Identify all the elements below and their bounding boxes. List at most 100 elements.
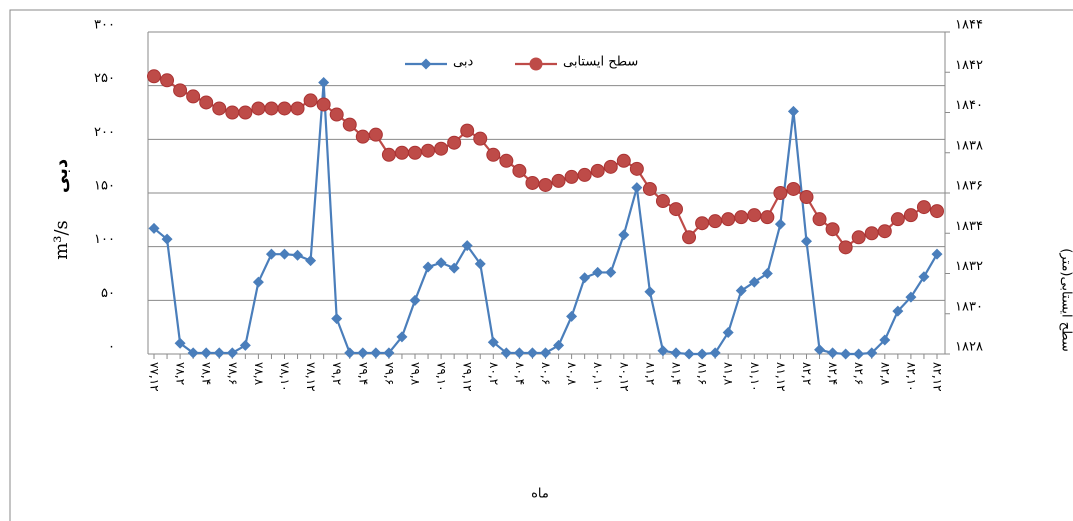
y2-tick-label: ۱۸۴۲ <box>955 58 983 73</box>
x-tick-label: ۸۲,۱۰ <box>904 362 918 392</box>
x-tick-label: ۸۰,۱۰ <box>591 362 605 392</box>
x-tick-label: ۸۰,۸ <box>565 362 579 386</box>
point <box>525 175 540 190</box>
point <box>264 101 279 116</box>
point <box>448 262 460 274</box>
x-tick-label: ۸۲,۲ <box>800 362 814 385</box>
x-tick-label: ۸۱,۴ <box>670 362 684 385</box>
y2-tick-label: ۱۸۴۰ <box>955 98 983 113</box>
point <box>774 218 786 230</box>
point <box>199 95 214 110</box>
point <box>370 347 382 359</box>
y2-tick-label: ۱۸۳۲ <box>955 259 983 274</box>
point <box>318 76 330 88</box>
x-tick-label: ۷۹,۲ <box>330 362 344 385</box>
point <box>160 73 175 88</box>
x-tick-label: ۸۰,۱۲ <box>617 362 631 392</box>
point <box>305 255 317 267</box>
point <box>616 153 631 168</box>
point <box>409 294 421 306</box>
y2-tick-label: ۱۸۳۶ <box>955 179 983 194</box>
point <box>930 204 944 219</box>
point <box>252 276 264 288</box>
x-tick-label: ۸۱,۶ <box>696 362 710 385</box>
point <box>212 101 227 116</box>
point <box>629 161 644 176</box>
point <box>434 141 449 156</box>
point <box>265 248 277 260</box>
point <box>213 347 225 359</box>
x-tick-label: ۸۱,۱۰ <box>748 362 762 392</box>
y-axis-unit: m³/s <box>51 220 72 260</box>
point <box>564 169 579 184</box>
point <box>721 212 736 227</box>
point <box>708 214 723 229</box>
point <box>760 210 775 225</box>
point <box>486 147 501 162</box>
x-tick-label: ۸۰,۲ <box>487 362 501 385</box>
x-tick-label: ۸۲,۸ <box>878 362 892 386</box>
point <box>657 345 669 357</box>
point <box>500 347 512 359</box>
point <box>722 327 734 339</box>
point <box>316 97 331 112</box>
point <box>773 186 788 200</box>
y-tick-label: ۵۰ <box>101 286 115 301</box>
point <box>864 226 879 241</box>
point <box>473 131 488 146</box>
x-tick-label: ۸۱,۸ <box>722 362 736 386</box>
point <box>408 145 422 160</box>
point <box>642 181 657 196</box>
x-tick-label: ۷۸,۱۲ <box>304 362 318 392</box>
point <box>734 210 749 225</box>
point <box>174 337 186 349</box>
legend-label: سطح ایستابی <box>563 55 638 70</box>
legend-marker <box>529 57 543 71</box>
point <box>735 285 747 297</box>
point <box>618 229 630 241</box>
point <box>682 230 697 245</box>
point <box>538 177 553 192</box>
point <box>709 347 721 359</box>
x-tick-label: ۷۹,۱۰ <box>435 362 449 392</box>
point <box>877 224 892 239</box>
point <box>474 258 486 270</box>
point <box>461 240 473 252</box>
x-tick-label: ۷۹,۴ <box>356 362 370 385</box>
x-tick-label: ۷۹,۸ <box>409 362 423 386</box>
y-tick-label: ۰ <box>108 340 115 355</box>
point <box>853 348 865 360</box>
point <box>200 347 212 359</box>
point <box>187 347 199 359</box>
point <box>499 153 514 168</box>
point <box>512 163 527 178</box>
point <box>460 123 475 138</box>
point <box>303 93 318 108</box>
point <box>799 190 814 205</box>
point <box>931 248 943 260</box>
legend-label: دبی <box>453 55 473 70</box>
point <box>590 163 605 178</box>
point <box>148 222 160 234</box>
point <box>226 347 238 359</box>
point <box>592 266 604 278</box>
point <box>422 261 434 273</box>
point <box>747 208 762 223</box>
x-tick-label: ۸۲,۴ <box>826 362 840 385</box>
point <box>786 181 801 196</box>
point <box>577 167 592 182</box>
point <box>173 83 188 98</box>
point <box>696 348 708 360</box>
point <box>890 212 905 227</box>
y-tick-label: ۲۰۰ <box>94 125 115 140</box>
chart-frame <box>9 9 1073 521</box>
legend-marker <box>420 58 432 70</box>
y-axis-label: دبی <box>51 159 72 193</box>
x-tick-label: ۸۱,۲ <box>643 362 657 385</box>
y-tick-label: ۱۰۰ <box>94 232 115 247</box>
x-tick-label: ۸۰,۶ <box>539 362 553 385</box>
y-tick-label: ۲۵۰ <box>94 71 115 86</box>
x-tick-label: ۷۸,۴ <box>200 362 214 385</box>
point <box>396 331 408 343</box>
x-tick-label: ۷۹,۶ <box>382 362 396 385</box>
